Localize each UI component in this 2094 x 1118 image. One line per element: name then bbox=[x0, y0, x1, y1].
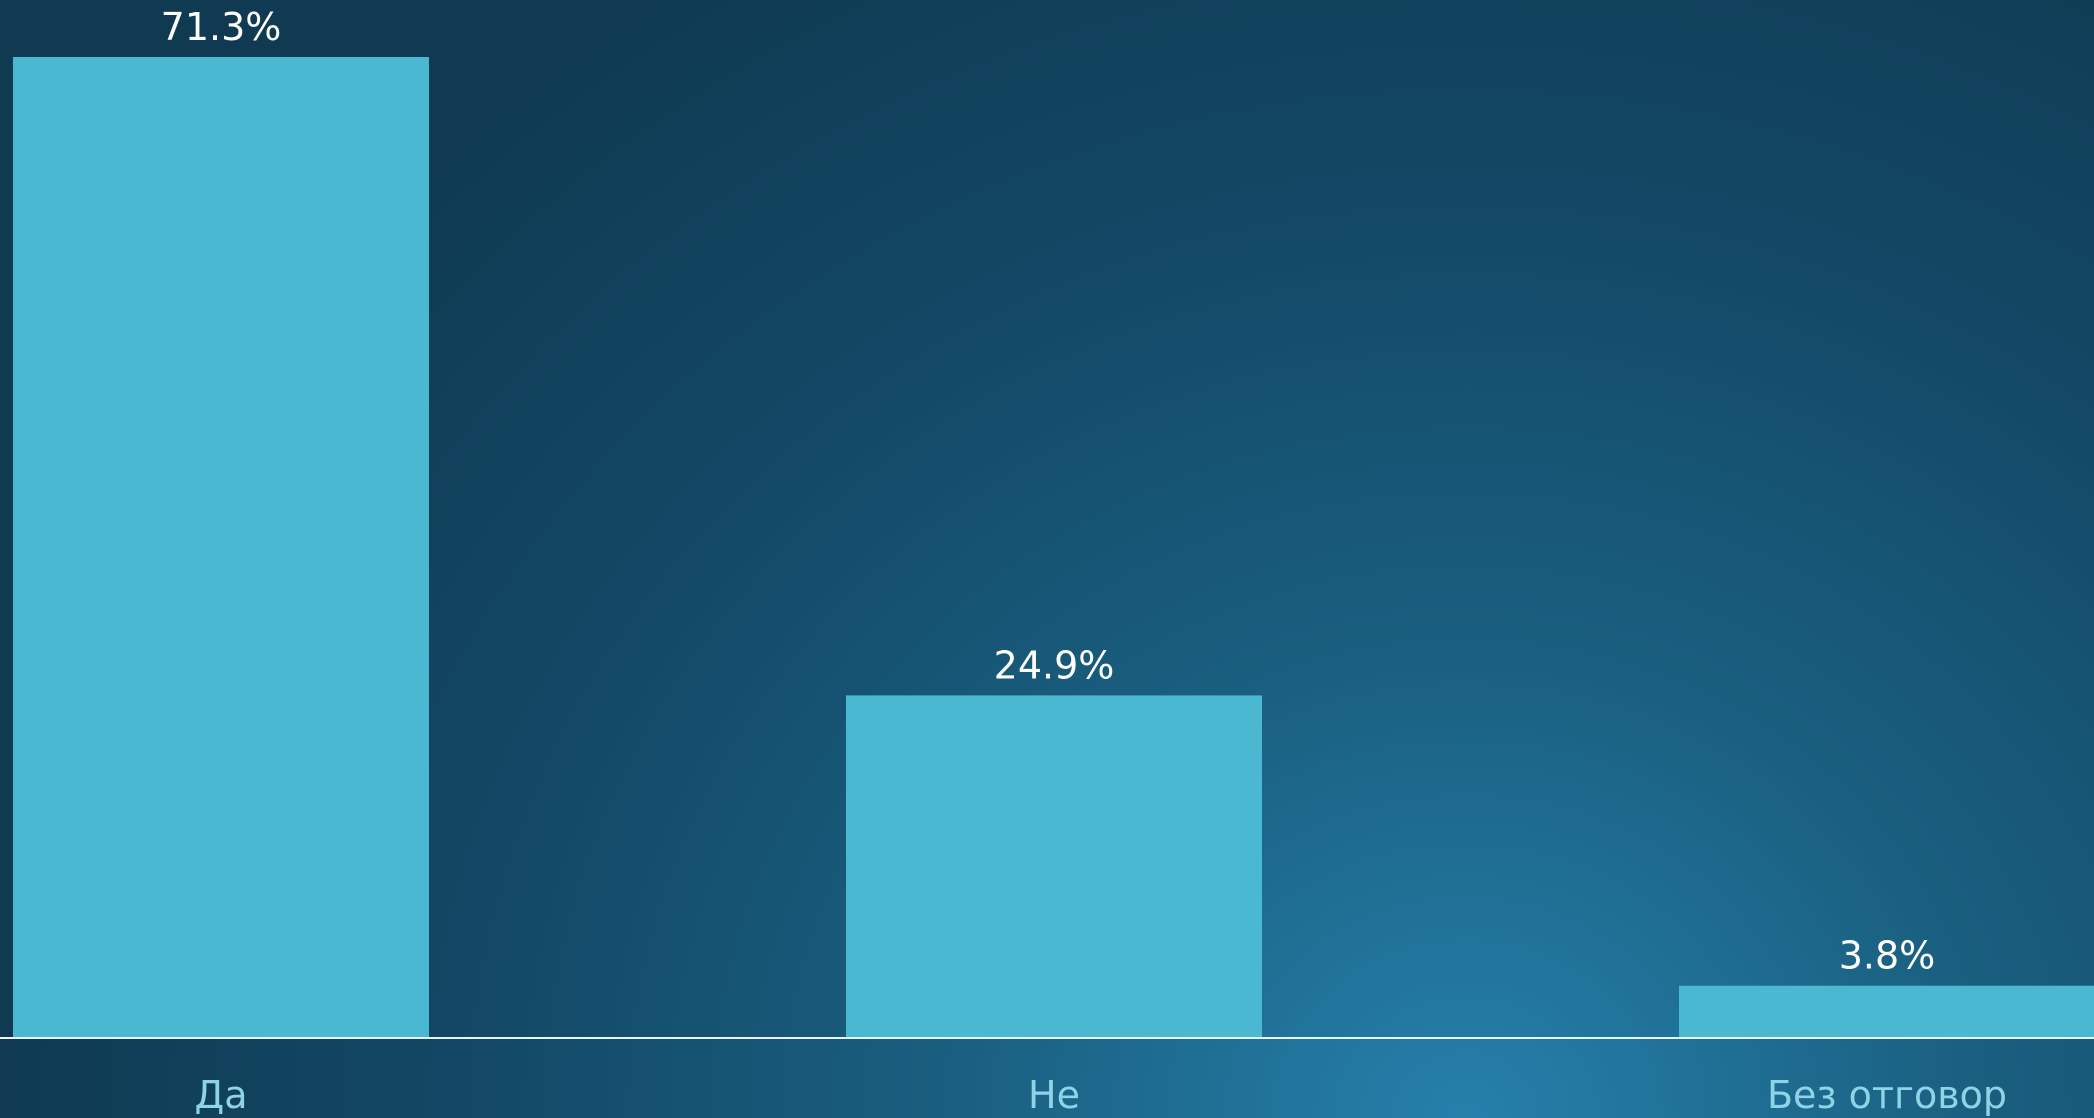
category-label-2: Без отговор bbox=[1767, 1073, 2007, 1117]
bar-0 bbox=[13, 57, 429, 1038]
bars-group bbox=[13, 57, 2094, 1038]
value-label-0: 71.3% bbox=[161, 5, 282, 49]
category-label-1: Не bbox=[1028, 1073, 1080, 1117]
bar-1 bbox=[846, 695, 1262, 1038]
value-label-2: 3.8% bbox=[1839, 934, 1936, 978]
value-labels-group: 71.3% 24.9% 3.8% bbox=[161, 5, 1936, 978]
category-labels-group: Да Не Без отговор bbox=[195, 1073, 2008, 1117]
value-label-1: 24.9% bbox=[994, 643, 1115, 687]
category-label-0: Да bbox=[195, 1073, 248, 1117]
bar-2 bbox=[1679, 985, 2094, 1038]
